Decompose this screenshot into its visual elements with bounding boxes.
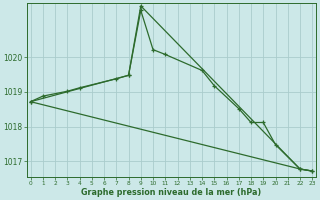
X-axis label: Graphe pression niveau de la mer (hPa): Graphe pression niveau de la mer (hPa) xyxy=(81,188,261,197)
